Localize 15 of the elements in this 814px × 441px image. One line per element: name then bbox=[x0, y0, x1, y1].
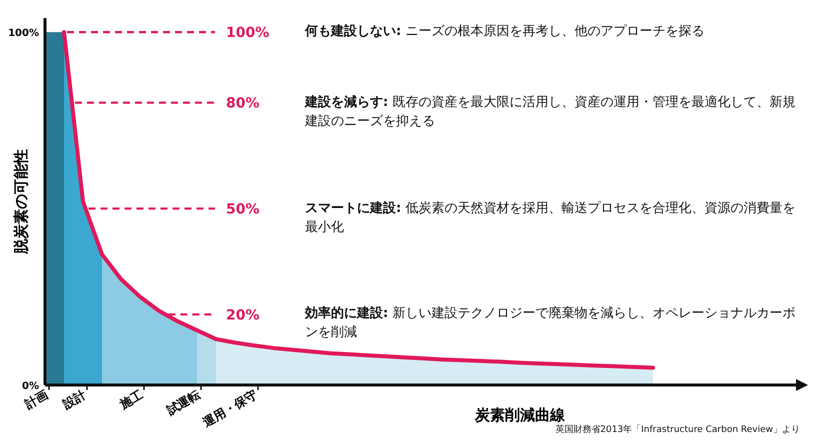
x-tick-label: 設計 bbox=[60, 387, 88, 412]
ref-line-label: 20% bbox=[226, 307, 260, 324]
y-tick-label: 0% bbox=[22, 381, 39, 392]
y-axis-title: 脱炭素の可能性 bbox=[12, 149, 30, 255]
text: 英国財務省2013年「Infrastructure Carbon Review」より bbox=[555, 424, 800, 436]
ref-line-label: 100% bbox=[226, 25, 270, 42]
ref-line-label: 50% bbox=[226, 202, 260, 218]
x-axis-title: 炭素削減曲線 bbox=[474, 406, 566, 424]
ref-line-label: 80% bbox=[226, 96, 260, 112]
x-tick-label: 試運転 bbox=[163, 387, 202, 418]
annotation: 建設を減らす: 既存の資産を最大限に活用し、資産の運用・管理を最適化して、新規建設のニーズを抑える bbox=[305, 94, 796, 131]
x-tick-label: 施工 bbox=[116, 387, 146, 412]
text: 効率的に建設: 新しい建設テクノロジーで廃棄物を減らし、オペレーショナルカーボンを削減 bbox=[305, 306, 796, 340]
text: スマートに建設: 低炭素の天然資材を採用、輸送プロセスを合理化、資源の消費量を最小化 bbox=[305, 200, 796, 235]
annotation: 何も建設しない: ニーズの根本原因を再考し、他のアプローチを探る bbox=[305, 23, 706, 42]
